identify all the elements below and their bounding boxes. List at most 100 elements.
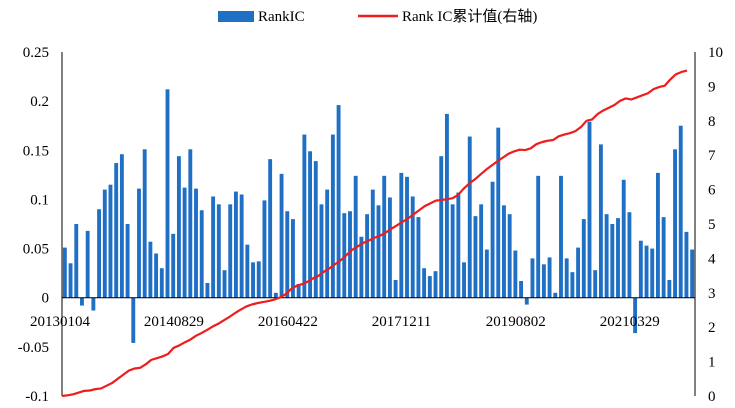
x-tick-label: 20130104 [30, 314, 91, 330]
rankic-bar [370, 189, 375, 298]
rankic-bar [205, 282, 210, 298]
rankic-bar [182, 187, 187, 298]
rankic-bar [450, 204, 455, 298]
rankic-bar [74, 224, 79, 298]
rankic-bar [650, 248, 655, 298]
x-tick-label: 20160422 [258, 314, 318, 330]
rankic-bar [325, 189, 330, 298]
rankic-bar [342, 213, 347, 298]
legend-bar-swatch [218, 11, 254, 22]
rankic-bar [399, 172, 404, 298]
rankic-bar [507, 214, 512, 298]
rankic-bar [456, 192, 461, 298]
rankic-bar [319, 204, 324, 298]
left-y-tick-label: 0 [42, 291, 50, 307]
rankic-bar [376, 205, 381, 298]
rankic-bar [108, 184, 113, 298]
rankic-bar [165, 89, 170, 298]
rankic-bar [159, 268, 164, 298]
rankic-bar [119, 154, 124, 298]
x-tick-label: 20190802 [486, 314, 546, 330]
right-y-tick-label: 3 [708, 286, 716, 302]
rankic-bar [479, 204, 484, 298]
rankic-bar [462, 262, 466, 298]
right-y-tick-label: 5 [708, 217, 716, 233]
rankic-bar [616, 218, 620, 298]
rankic-bar [393, 280, 398, 298]
rankic-bar [251, 262, 255, 298]
left-y-tick-label: -0.1 [25, 389, 49, 405]
rankic-bar [644, 245, 649, 298]
rankic-bar [239, 194, 244, 298]
rankic-bar [285, 211, 290, 298]
rankic-bar [655, 172, 660, 298]
rankic-bar [638, 240, 643, 298]
right-y-tick-label: 8 [708, 114, 716, 130]
rankic-bar [91, 297, 96, 311]
left-y-tick-label: 0.05 [23, 242, 49, 258]
rankic-bar [593, 270, 598, 298]
rankic-bar [530, 258, 535, 298]
rankic-bar [131, 297, 136, 343]
rankic-bar [667, 280, 672, 298]
rankic-bar [570, 272, 575, 298]
left-y-tick-label: -0.05 [18, 340, 49, 356]
right-y-tick-label: 1 [708, 355, 716, 371]
left-y-tick-label: 0.2 [30, 94, 49, 110]
right-y-tick-label: 4 [708, 251, 716, 267]
right-y-tick-label: 6 [708, 183, 716, 199]
rankic-bar [85, 230, 90, 298]
rankic-bar [291, 219, 295, 298]
rankic-bar [496, 127, 501, 298]
rankic-bar [142, 149, 147, 298]
rankic-bar [587, 121, 592, 298]
rankic-bar [633, 297, 638, 334]
rankic-bar [62, 247, 67, 298]
rankic-bar [233, 191, 238, 298]
rankic-bar [427, 276, 432, 298]
rankic-bar [604, 214, 609, 298]
rankic-bar [661, 217, 666, 298]
rankic-bar [439, 156, 444, 298]
right-y-tick-label: 7 [708, 148, 716, 164]
rankic-bar [194, 188, 198, 298]
rankic-bar [519, 281, 524, 298]
legend-label-rankic: RankIC [258, 9, 305, 25]
rankic-bar [279, 173, 284, 298]
right-y-tick-label: 9 [708, 79, 716, 95]
rankic-bar [353, 175, 358, 298]
rankic-bar [559, 175, 563, 298]
x-tick-label: 20140829 [144, 314, 204, 330]
rankic-bar [684, 231, 689, 298]
rankic-bar [80, 297, 84, 306]
rankic-bar [416, 217, 421, 298]
rankic-bar [308, 151, 313, 298]
cumulative-rankic-line [61, 69, 688, 398]
axes [61, 52, 696, 396]
rankic-bar [484, 249, 489, 298]
rankic-bar [137, 188, 141, 298]
rankic-bar [433, 271, 438, 298]
rankic-bar [228, 204, 233, 298]
rankic-bar [148, 241, 153, 298]
rankic-bar [262, 200, 267, 298]
rankic-bar [273, 292, 278, 298]
rankic-bar [268, 159, 273, 298]
rankic-bar [359, 236, 364, 298]
rankic-bar [313, 161, 318, 298]
rankic-bar [524, 297, 529, 305]
rankic-bar [513, 250, 518, 298]
legend: RankIC Rank IC累计值(右轴) [218, 8, 537, 25]
rankic-bar [422, 268, 427, 298]
rankic-bar [336, 105, 341, 298]
rankic-bar [581, 219, 586, 298]
rankic-bar [256, 261, 261, 298]
rankic-bar [199, 210, 204, 298]
right-y-tick-label: 0 [708, 389, 716, 405]
rankic-bar [176, 156, 181, 298]
rankic-bar [296, 283, 301, 298]
rankic-bar [627, 212, 632, 298]
rankic-bar [102, 189, 107, 298]
rankic-bar [444, 113, 449, 298]
